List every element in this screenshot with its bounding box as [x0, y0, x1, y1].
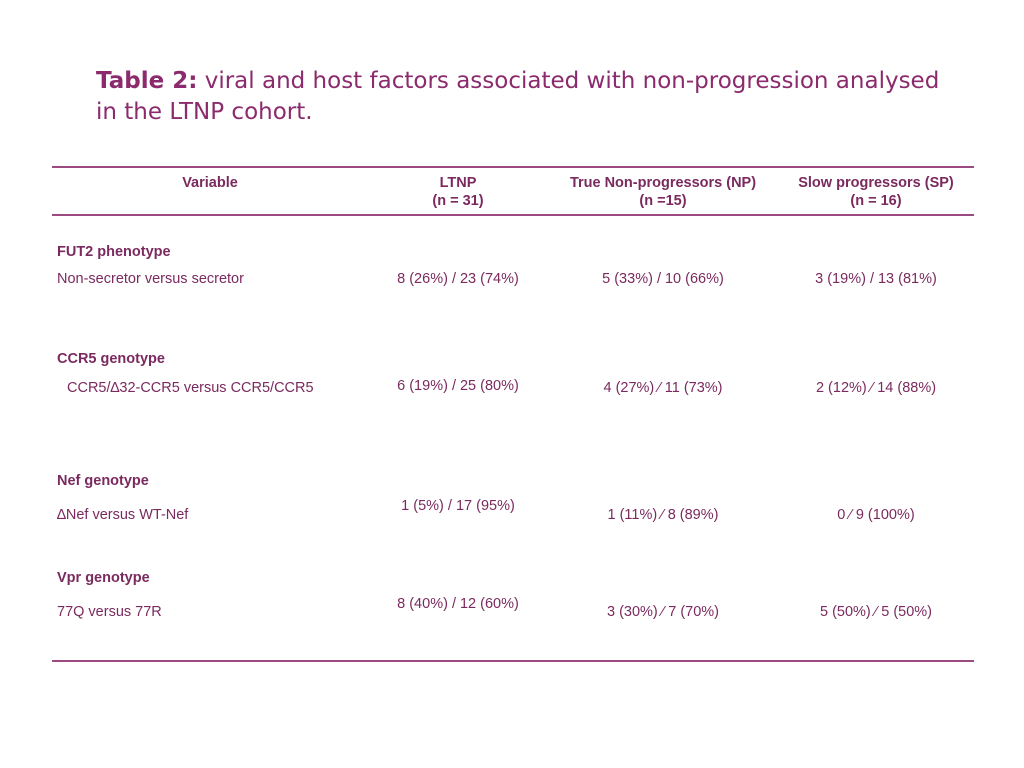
cell-fut2-sp: 3 (19%) / 13 (81%)	[815, 271, 937, 287]
header-np: True Non-progressors (NP) (n =15)	[553, 174, 773, 210]
cell-fut2-ltnp: 8 (26%) / 23 (74%)	[397, 271, 519, 287]
section-fut2: FUT2 phenotype	[57, 244, 171, 260]
section-ccr5: CCR5 genotype	[57, 351, 165, 367]
header-np-label: True Non-progressors (NP)	[569, 175, 757, 191]
header-ltnp: LTNP (n = 31)	[358, 174, 558, 210]
row-label-ccr5: CCR5/∆32-CCR5 versus CCR5/CCR5	[67, 380, 314, 396]
table-title-label: Table 2:	[96, 68, 198, 94]
header-sp-label: Slow progressors (SP)	[798, 175, 954, 191]
row-label-nef: ∆Nef versus WT-Nef	[57, 507, 189, 523]
cell-ccr5-sp: 2 (12%) ∕ 14 (88%)	[815, 380, 937, 396]
row-label-fut2: Non-secretor versus secretor	[57, 271, 244, 287]
row-label-vpr: 77Q versus 77R	[57, 604, 162, 620]
cell-vpr-sp: 5 (50%) ∕ 5 (50%)	[819, 604, 933, 620]
bottom-rule	[52, 660, 974, 662]
section-vpr: Vpr genotype	[57, 570, 150, 586]
cell-ccr5-np: 4 (27%) ∕ 11 (73%)	[603, 380, 723, 396]
header-np-n: (n =15)	[639, 193, 687, 209]
cell-vpr-ltnp: 8 (40%) / 12 (60%)	[397, 596, 519, 612]
header-rule	[52, 214, 974, 216]
header-ltnp-label: LTNP	[439, 175, 477, 191]
cell-vpr-np: 3 (30%) ∕ 7 (70%)	[606, 604, 720, 620]
cell-nef-ltnp: 1 (5%) / 17 (95%)	[401, 498, 515, 514]
header-ltnp-n: (n = 31)	[432, 193, 484, 209]
top-rule	[52, 166, 974, 168]
cell-fut2-np: 5 (33%) / 10 (66%)	[602, 271, 724, 287]
table-title: Table 2: viral and host factors associat…	[96, 66, 956, 128]
cell-nef-sp: 0 ∕ 9 (100%)	[837, 507, 915, 523]
header-variable-label: Variable	[182, 175, 238, 191]
header-sp: Slow progressors (SP) (n = 16)	[776, 174, 976, 210]
section-nef: Nef genotype	[57, 473, 149, 489]
cell-nef-np: 1 (11%) ∕ 8 (89%)	[607, 507, 719, 523]
table-title-text: viral and host factors associated with n…	[96, 68, 940, 125]
header-sp-n: (n = 16)	[850, 193, 902, 209]
cell-ccr5-ltnp: 6 (19%) / 25 (80%)	[397, 378, 519, 394]
header-variable: Variable	[110, 174, 310, 192]
